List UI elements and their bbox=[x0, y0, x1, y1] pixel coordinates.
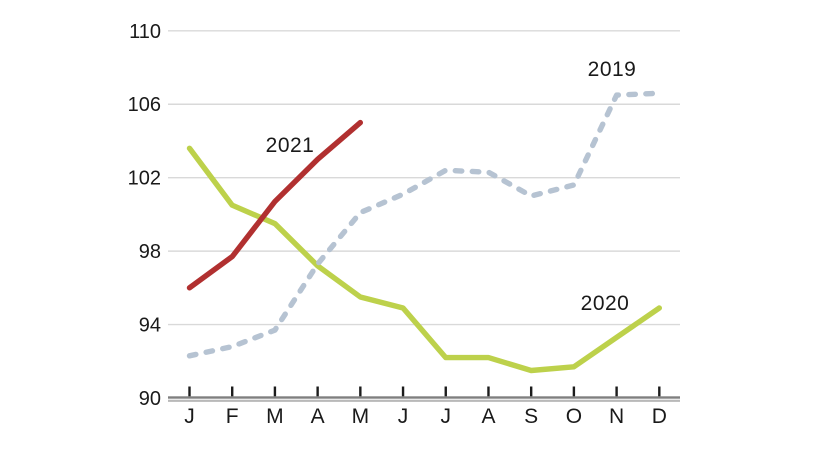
x-tick-2 bbox=[273, 386, 277, 397]
series-line-2021 bbox=[186, 119, 364, 291]
x-tick-3 bbox=[316, 386, 319, 397]
y-axis-label-98: 98 bbox=[139, 241, 161, 263]
series-label-2021: 2021 bbox=[265, 134, 315, 157]
x-axis-label-2: M bbox=[266, 405, 284, 428]
x-tick-7 bbox=[487, 386, 490, 397]
x-axis-label-7: A bbox=[481, 405, 495, 428]
x-axis-label-1: F bbox=[226, 405, 239, 428]
x-tick-0 bbox=[188, 386, 191, 397]
series-line-2020 bbox=[186, 145, 663, 374]
y-axis-label-110: 110 bbox=[129, 21, 161, 43]
series-label-2020: 2020 bbox=[580, 292, 630, 315]
x-axis-label-4: M bbox=[352, 405, 370, 428]
x-tick-10 bbox=[615, 386, 618, 397]
y-axis-label-90: 90 bbox=[139, 388, 161, 410]
x-tick-11 bbox=[658, 386, 661, 397]
x-tick-9 bbox=[572, 386, 576, 397]
x-axis-line bbox=[168, 396, 680, 399]
x-tick-1 bbox=[231, 386, 234, 397]
x-axis-label-3: A bbox=[311, 405, 325, 428]
y-axis-label-94: 94 bbox=[139, 315, 161, 337]
x-tick-4 bbox=[359, 386, 362, 397]
x-tick-8 bbox=[529, 386, 533, 397]
x-axis-label-11: D bbox=[652, 405, 667, 428]
x-axis-label-10: N bbox=[609, 405, 624, 428]
x-tick-5 bbox=[401, 386, 405, 397]
x-axis-label-0: J bbox=[184, 405, 195, 428]
series-line-2019 bbox=[186, 90, 663, 359]
series-label-2019: 2019 bbox=[587, 58, 637, 81]
x-axis-label-8: S bbox=[524, 405, 538, 428]
x-tick-6 bbox=[444, 386, 447, 397]
y-axis-label-102: 102 bbox=[128, 168, 161, 190]
y-axis-label-106: 106 bbox=[128, 94, 161, 116]
x-axis-label-5: J bbox=[398, 405, 409, 428]
x-axis-label-9: O bbox=[566, 405, 582, 428]
x-axis-shadow-line bbox=[168, 399, 680, 402]
x-axis-label-6: J bbox=[441, 405, 452, 428]
